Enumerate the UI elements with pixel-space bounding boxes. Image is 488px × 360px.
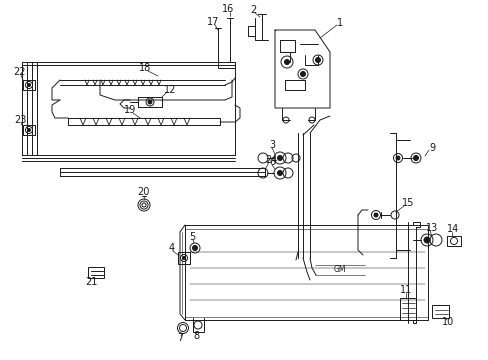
Text: 21: 21: [84, 277, 97, 287]
Text: 22: 22: [14, 67, 26, 77]
Text: 20: 20: [137, 187, 149, 197]
Bar: [399, 298, 415, 320]
Circle shape: [413, 156, 418, 161]
Bar: [23, 125, 35, 135]
Text: 14: 14: [446, 224, 458, 234]
Text: 15: 15: [401, 198, 413, 208]
Text: 13: 13: [425, 223, 437, 233]
Circle shape: [27, 84, 30, 86]
Circle shape: [27, 129, 30, 131]
Circle shape: [192, 246, 197, 251]
Text: 6: 6: [268, 157, 274, 167]
Circle shape: [182, 256, 185, 260]
Circle shape: [423, 237, 429, 243]
Circle shape: [284, 59, 289, 64]
Circle shape: [277, 156, 282, 161]
Text: 3: 3: [268, 140, 274, 150]
Text: 16: 16: [222, 4, 234, 14]
Text: 17: 17: [206, 17, 219, 27]
Circle shape: [395, 156, 399, 160]
Text: 9: 9: [428, 143, 434, 153]
Text: 7: 7: [177, 333, 183, 343]
Bar: [88, 267, 104, 278]
Text: 11: 11: [399, 285, 411, 295]
Text: 23: 23: [14, 115, 26, 125]
Bar: [23, 80, 35, 90]
Circle shape: [148, 100, 152, 104]
Text: 2: 2: [249, 5, 256, 15]
Text: 1: 1: [336, 18, 343, 28]
Text: GM: GM: [333, 266, 346, 275]
Text: 18: 18: [139, 63, 151, 73]
Circle shape: [315, 58, 320, 63]
Bar: [446, 236, 460, 246]
Text: 12: 12: [163, 85, 176, 95]
Text: 4: 4: [168, 243, 175, 253]
Circle shape: [300, 72, 305, 77]
Bar: [431, 305, 448, 318]
Bar: [178, 252, 190, 264]
Text: 5: 5: [188, 232, 195, 242]
Text: 10: 10: [441, 317, 453, 327]
Circle shape: [373, 213, 377, 217]
Text: 8: 8: [193, 331, 199, 341]
Text: 19: 19: [123, 105, 136, 115]
Text: 24: 24: [264, 155, 277, 165]
Circle shape: [277, 171, 282, 176]
